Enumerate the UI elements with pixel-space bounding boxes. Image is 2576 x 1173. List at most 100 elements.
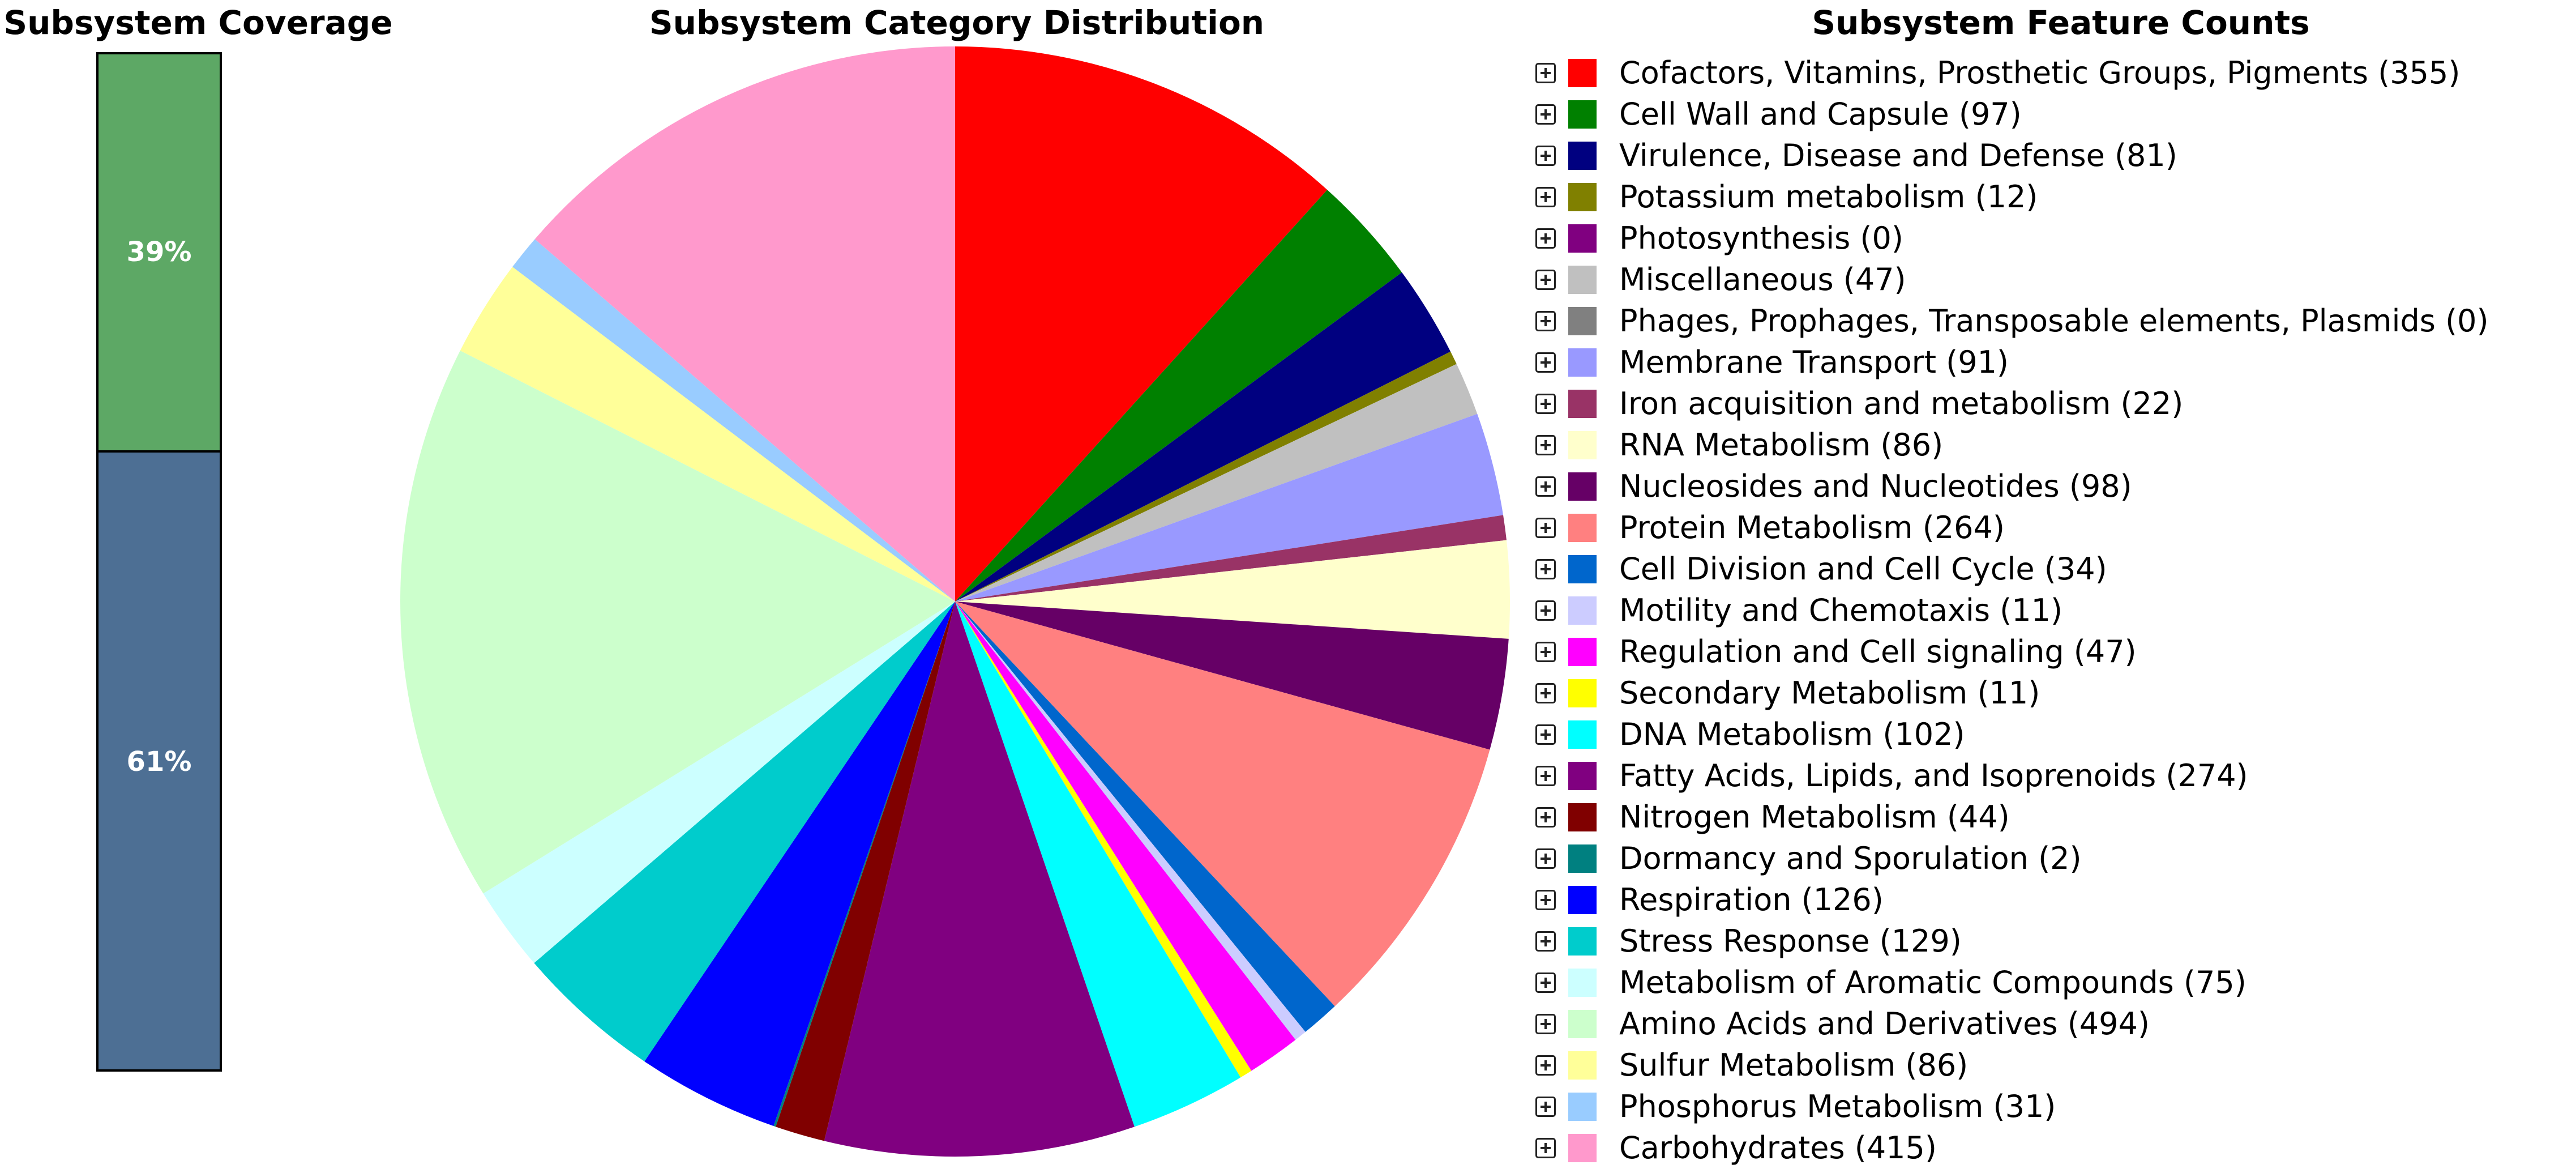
pie-slice-14[interactable]	[955, 602, 1296, 1071]
legend-item[interactable]: Respiration (126)	[1535, 879, 2576, 920]
legend-label[interactable]: Potassium metabolism (12)	[1619, 179, 2038, 215]
pie-slice-18[interactable]	[776, 602, 955, 1141]
legend-label[interactable]: Photosynthesis (0)	[1619, 220, 1903, 256]
legend-item[interactable]: Miscellaneous (47)	[1535, 259, 2576, 300]
pie-slice-13[interactable]	[955, 602, 1306, 1040]
pie-slice-1[interactable]	[955, 190, 1402, 602]
legend-item[interactable]: Carbohydrates (415)	[1535, 1127, 2576, 1168]
pie-slice-25[interactable]	[512, 239, 955, 602]
pie-slice-16[interactable]	[955, 602, 1241, 1127]
expand-plus-icon[interactable]	[1535, 807, 1556, 828]
legend-item[interactable]: Cofactors, Vitamins, Prosthetic Groups, …	[1535, 52, 2576, 93]
legend-label[interactable]: Respiration (126)	[1619, 882, 1884, 918]
expand-plus-icon[interactable]	[1535, 683, 1556, 703]
expand-plus-icon[interactable]	[1535, 1055, 1556, 1076]
pie-slice-12[interactable]	[955, 602, 1335, 1032]
legend-label[interactable]: Nitrogen Metabolism (44)	[1619, 799, 2010, 835]
legend-label[interactable]: Phages, Prophages, Transposable elements…	[1619, 303, 2489, 339]
legend-label[interactable]: Virulence, Disease and Defense (81)	[1619, 138, 2177, 173]
pie-slice-15[interactable]	[955, 602, 1252, 1078]
legend-label[interactable]: Nucleosides and Nucleotides (98)	[1619, 468, 2132, 504]
legend-item[interactable]: Potassium metabolism (12)	[1535, 176, 2576, 217]
legend-item[interactable]: Secondary Metabolism (11)	[1535, 672, 2576, 714]
expand-plus-icon[interactable]	[1535, 1013, 1556, 1034]
pie-slice-26[interactable]	[534, 46, 955, 602]
legend-label[interactable]: Motility and Chemotaxis (11)	[1619, 592, 2063, 628]
legend-item[interactable]: Amino Acids and Derivatives (494)	[1535, 1003, 2576, 1044]
expand-plus-icon[interactable]	[1535, 972, 1556, 993]
coverage-segment[interactable]: 61%	[99, 450, 220, 1069]
expand-plus-icon[interactable]	[1535, 145, 1556, 166]
pie-slice-22[interactable]	[483, 602, 955, 963]
legend-item[interactable]: Stress Response (129)	[1535, 920, 2576, 962]
legend-label[interactable]: Metabolism of Aromatic Compounds (75)	[1619, 965, 2246, 1000]
legend-label[interactable]: Amino Acids and Derivatives (494)	[1619, 1006, 2150, 1042]
legend-item[interactable]: Dormancy and Sporulation (2)	[1535, 838, 2576, 879]
legend-label[interactable]: Protein Metabolism (264)	[1619, 510, 2005, 545]
legend-item[interactable]: Cell Division and Cell Cycle (34)	[1535, 548, 2576, 590]
legend-label[interactable]: Phosphorus Metabolism (31)	[1619, 1089, 2056, 1124]
pie-slice-8[interactable]	[955, 515, 1507, 602]
legend-label[interactable]: Cofactors, Vitamins, Prosthetic Groups, …	[1619, 55, 2461, 91]
pie-slice-21[interactable]	[534, 602, 955, 1061]
pie-slice-19[interactable]	[773, 602, 955, 1127]
expand-plus-icon[interactable]	[1535, 931, 1556, 952]
expand-plus-icon[interactable]	[1535, 352, 1556, 373]
legend-item[interactable]: Protein Metabolism (264)	[1535, 507, 2576, 548]
expand-plus-icon[interactable]	[1535, 104, 1556, 125]
legend-label[interactable]: Secondary Metabolism (11)	[1619, 675, 2040, 711]
legend-label[interactable]: Membrane Transport (91)	[1619, 344, 2009, 380]
expand-plus-icon[interactable]	[1535, 600, 1556, 621]
legend-item[interactable]: Motility and Chemotaxis (11)	[1535, 590, 2576, 631]
legend-item[interactable]: Photosynthesis (0)	[1535, 217, 2576, 259]
expand-plus-icon[interactable]	[1535, 186, 1556, 207]
expand-plus-icon[interactable]	[1535, 310, 1556, 331]
expand-plus-icon[interactable]	[1535, 641, 1556, 662]
pie-slice-7[interactable]	[955, 413, 1504, 602]
coverage-segment[interactable]: 39%	[99, 54, 220, 450]
legend-item[interactable]: Cell Wall and Capsule (97)	[1535, 93, 2576, 135]
expand-plus-icon[interactable]	[1535, 724, 1556, 745]
legend-label[interactable]: Stress Response (129)	[1619, 923, 1962, 959]
legend-label[interactable]: Miscellaneous (47)	[1619, 262, 1906, 297]
expand-plus-icon[interactable]	[1535, 558, 1556, 579]
expand-plus-icon[interactable]	[1535, 1096, 1556, 1117]
legend-label[interactable]: RNA Metabolism (86)	[1619, 427, 1944, 463]
legend-label[interactable]: Fatty Acids, Lipids, and Isoprenoids (27…	[1619, 758, 2248, 794]
pie-slice-20[interactable]	[644, 602, 955, 1127]
legend-label[interactable]: Cell Division and Cell Cycle (34)	[1619, 551, 2107, 587]
pie-slice-23[interactable]	[400, 350, 955, 894]
pie-slice-17[interactable]	[824, 602, 1135, 1157]
legend-label[interactable]: DNA Metabolism (102)	[1619, 716, 1965, 752]
pie-slice-0[interactable]	[955, 46, 1328, 602]
legend-label[interactable]: Sulfur Metabolism (86)	[1619, 1047, 1969, 1083]
legend-item[interactable]: Metabolism of Aromatic Compounds (75)	[1535, 962, 2576, 1003]
pie-slice-3[interactable]	[955, 351, 1457, 602]
legend-item[interactable]: Iron acquisition and metabolism (22)	[1535, 383, 2576, 424]
legend-item[interactable]: DNA Metabolism (102)	[1535, 714, 2576, 755]
pie-slice-5[interactable]	[955, 364, 1478, 602]
legend-label[interactable]: Regulation and Cell signaling (47)	[1619, 634, 2137, 669]
pie-slice-2[interactable]	[955, 272, 1451, 602]
pie-slice-9[interactable]	[955, 540, 1510, 639]
legend-item[interactable]: Sulfur Metabolism (86)	[1535, 1044, 2576, 1086]
expand-plus-icon[interactable]	[1535, 62, 1556, 83]
pie-slice-11[interactable]	[955, 602, 1490, 1006]
legend-label[interactable]: Cell Wall and Capsule (97)	[1619, 96, 2022, 132]
expand-plus-icon[interactable]	[1535, 765, 1556, 786]
legend-item[interactable]: Nitrogen Metabolism (44)	[1535, 796, 2576, 838]
legend-item[interactable]: Membrane Transport (91)	[1535, 342, 2576, 383]
legend-label[interactable]: Iron acquisition and metabolism (22)	[1619, 386, 2184, 421]
expand-plus-icon[interactable]	[1535, 889, 1556, 910]
legend-item[interactable]: Nucleosides and Nucleotides (98)	[1535, 466, 2576, 507]
expand-plus-icon[interactable]	[1535, 228, 1556, 249]
pie-slice-24[interactable]	[460, 267, 955, 602]
legend-label[interactable]: Dormancy and Sporulation (2)	[1619, 841, 2082, 876]
expand-plus-icon[interactable]	[1535, 476, 1556, 497]
legend-label[interactable]: Carbohydrates (415)	[1619, 1130, 1937, 1166]
legend-item[interactable]: Virulence, Disease and Defense (81)	[1535, 135, 2576, 176]
expand-plus-icon[interactable]	[1535, 517, 1556, 538]
expand-plus-icon[interactable]	[1535, 393, 1556, 414]
expand-plus-icon[interactable]	[1535, 434, 1556, 455]
legend-item[interactable]: Phages, Prophages, Transposable elements…	[1535, 300, 2576, 342]
